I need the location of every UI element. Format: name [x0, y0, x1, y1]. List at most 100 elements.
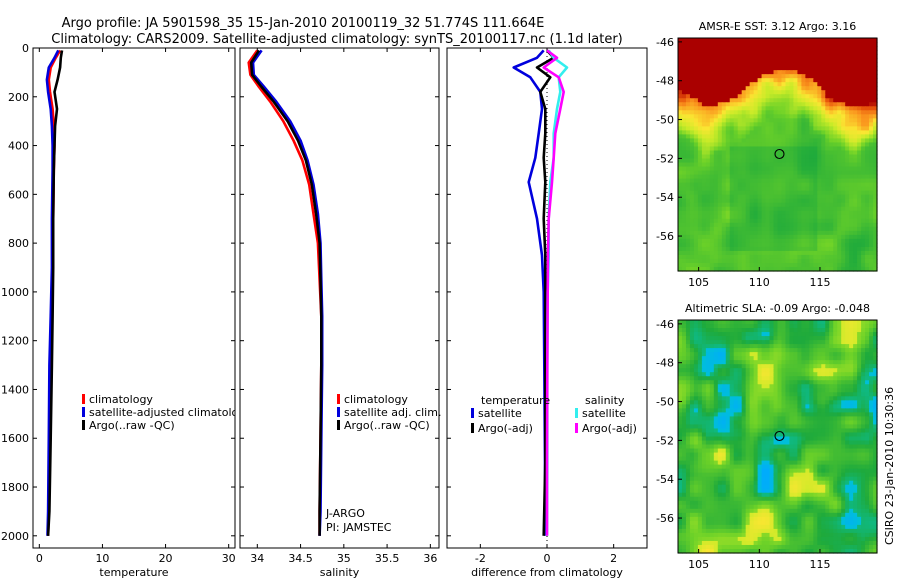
- sla-map-cell: [861, 396, 866, 401]
- sla-map-cell: [869, 380, 874, 385]
- sst-map-cell: [833, 162, 838, 168]
- sst-map-cell: [813, 154, 818, 160]
- sla-map-cell: [713, 436, 719, 442]
- sst-map-cell: [873, 262, 878, 268]
- sla-map-cell: [697, 400, 703, 405]
- sst-map-cell: [785, 226, 791, 232]
- sst-map-cell: [781, 70, 787, 75]
- sla-map-cell: [721, 328, 727, 333]
- sst-map-cell: [678, 230, 683, 236]
- sst-map-cell: [821, 206, 826, 212]
- sla-map-cell: [678, 460, 683, 466]
- sst-map-cell: [821, 78, 826, 83]
- sst-map-cell: [685, 166, 691, 172]
- sst-map-cell: [693, 118, 699, 123]
- sst-map-cell: [865, 158, 870, 164]
- sst-map-cell: [721, 122, 727, 127]
- sla-map-cell: [709, 368, 715, 373]
- sst-map-cell: [689, 186, 695, 192]
- sst-map-cell: [857, 62, 862, 67]
- sst-map-cell: [713, 194, 719, 200]
- sst-map-cell: [817, 262, 822, 268]
- sla-map-cell: [729, 436, 735, 442]
- sst-map-cell: [689, 102, 695, 107]
- sla-map-cell: [729, 456, 735, 462]
- sla-map-cell: [701, 332, 707, 337]
- sst-map-cell: [805, 134, 810, 140]
- sla-map-cell: [733, 436, 739, 442]
- sst-map-cell: [701, 178, 707, 184]
- sla-map-cell: [709, 468, 715, 474]
- sst-map-cell: [857, 106, 862, 111]
- sla-map-cell: [693, 396, 699, 401]
- sst-map-cell: [865, 142, 870, 148]
- sst-map-cell: [753, 74, 759, 79]
- sla-map-cell: [705, 456, 711, 462]
- sla-map-cell: [785, 468, 791, 474]
- sla-map-cell: [869, 440, 874, 446]
- sst-map-cell: [745, 86, 751, 91]
- sla-map-cell: [681, 328, 687, 333]
- sst-map-cell: [857, 54, 862, 59]
- sst-map-cell: [841, 126, 846, 131]
- sst-map-cell: [717, 230, 723, 236]
- sst-map-cell: [861, 146, 866, 152]
- sst-map-cell: [785, 254, 791, 260]
- sst-map-cell: [737, 38, 743, 43]
- sla-map-cell: [777, 404, 783, 409]
- sla-map-cell: [781, 364, 787, 369]
- sst-map-cell: [697, 38, 703, 43]
- sla-map-cell: [709, 436, 715, 442]
- sla-map-cell: [833, 440, 838, 446]
- sla-map-cell: [809, 340, 814, 345]
- sst-map-cell: [869, 166, 874, 172]
- sst-map-cell: [797, 146, 802, 152]
- sst-map-cell: [849, 154, 854, 160]
- sst-map-cell: [689, 50, 695, 55]
- sla-map-cell: [801, 400, 806, 405]
- sst-map-cell: [861, 122, 866, 127]
- sla-map-cell: [865, 332, 870, 337]
- sst-map-cell: [689, 110, 695, 115]
- sst-map-cell: [721, 70, 727, 75]
- sla-map-cell: [821, 380, 826, 385]
- sla-map-cell: [837, 360, 842, 365]
- sst-map-cell: [821, 130, 826, 136]
- sla-map-cell: [713, 452, 719, 458]
- sst-map-cell: [753, 254, 759, 260]
- sst-map-cell: [849, 214, 854, 220]
- sla-map-cell: [789, 468, 795, 474]
- sla-map-cell: [793, 348, 798, 353]
- sla-map-cell: [678, 320, 683, 325]
- sla-map-cell: [678, 436, 683, 442]
- sla-map-cell: [797, 408, 802, 413]
- sst-map-cell: [678, 114, 683, 119]
- sst-map-cell: [713, 202, 719, 208]
- sla-map-cell: [825, 364, 830, 369]
- sst-map-cell: [765, 166, 771, 172]
- sla-map-cell: [678, 348, 683, 353]
- sst-map-cell: [797, 174, 802, 180]
- sst-map-cell: [685, 210, 691, 216]
- sst-map-cell: [869, 74, 874, 79]
- sst-map-cell: [829, 222, 834, 228]
- sla-map-cell: [797, 388, 802, 393]
- sla-map-cell: [741, 424, 747, 430]
- sst-map-cell: [753, 54, 759, 59]
- sst-map-cell: [721, 210, 727, 216]
- sla-map-cell: [865, 448, 870, 454]
- sla-map-cell: [817, 468, 822, 474]
- sst-map-cell: [869, 266, 874, 272]
- sst-map-cell: [857, 246, 862, 252]
- sst-map-cell: [865, 50, 870, 55]
- sst-map-cell: [741, 106, 747, 111]
- sla-map-cell: [741, 356, 747, 361]
- sla-map-cell: [765, 388, 771, 393]
- sst-map-cell: [825, 90, 830, 95]
- sla-map-cell: [777, 396, 783, 401]
- sst-map-cell: [721, 134, 727, 140]
- sla-map-cell: [777, 456, 783, 462]
- sla-map-cell: [697, 432, 703, 438]
- sla-map-cell: [769, 372, 775, 377]
- sst-map-cell: [869, 106, 874, 111]
